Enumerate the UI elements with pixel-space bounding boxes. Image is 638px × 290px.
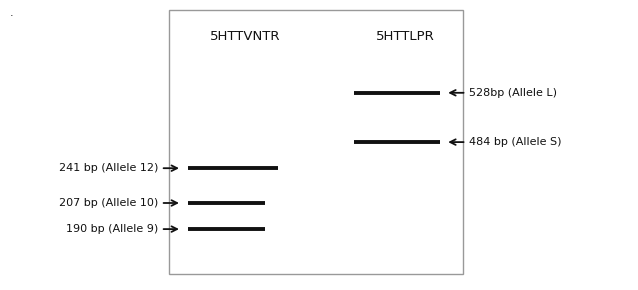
Text: 241 bp (Allele 12): 241 bp (Allele 12)	[59, 163, 158, 173]
Text: 5HTTVNTR: 5HTTVNTR	[211, 30, 281, 43]
Text: 5HTTLPR: 5HTTLPR	[376, 30, 434, 43]
Text: 207 bp (Allele 10): 207 bp (Allele 10)	[59, 198, 158, 208]
Text: 528bp (Allele L): 528bp (Allele L)	[469, 88, 557, 98]
Text: .: .	[10, 8, 13, 18]
Text: 190 bp (Allele 9): 190 bp (Allele 9)	[66, 224, 158, 234]
Text: 484 bp (Allele S): 484 bp (Allele S)	[469, 137, 561, 147]
